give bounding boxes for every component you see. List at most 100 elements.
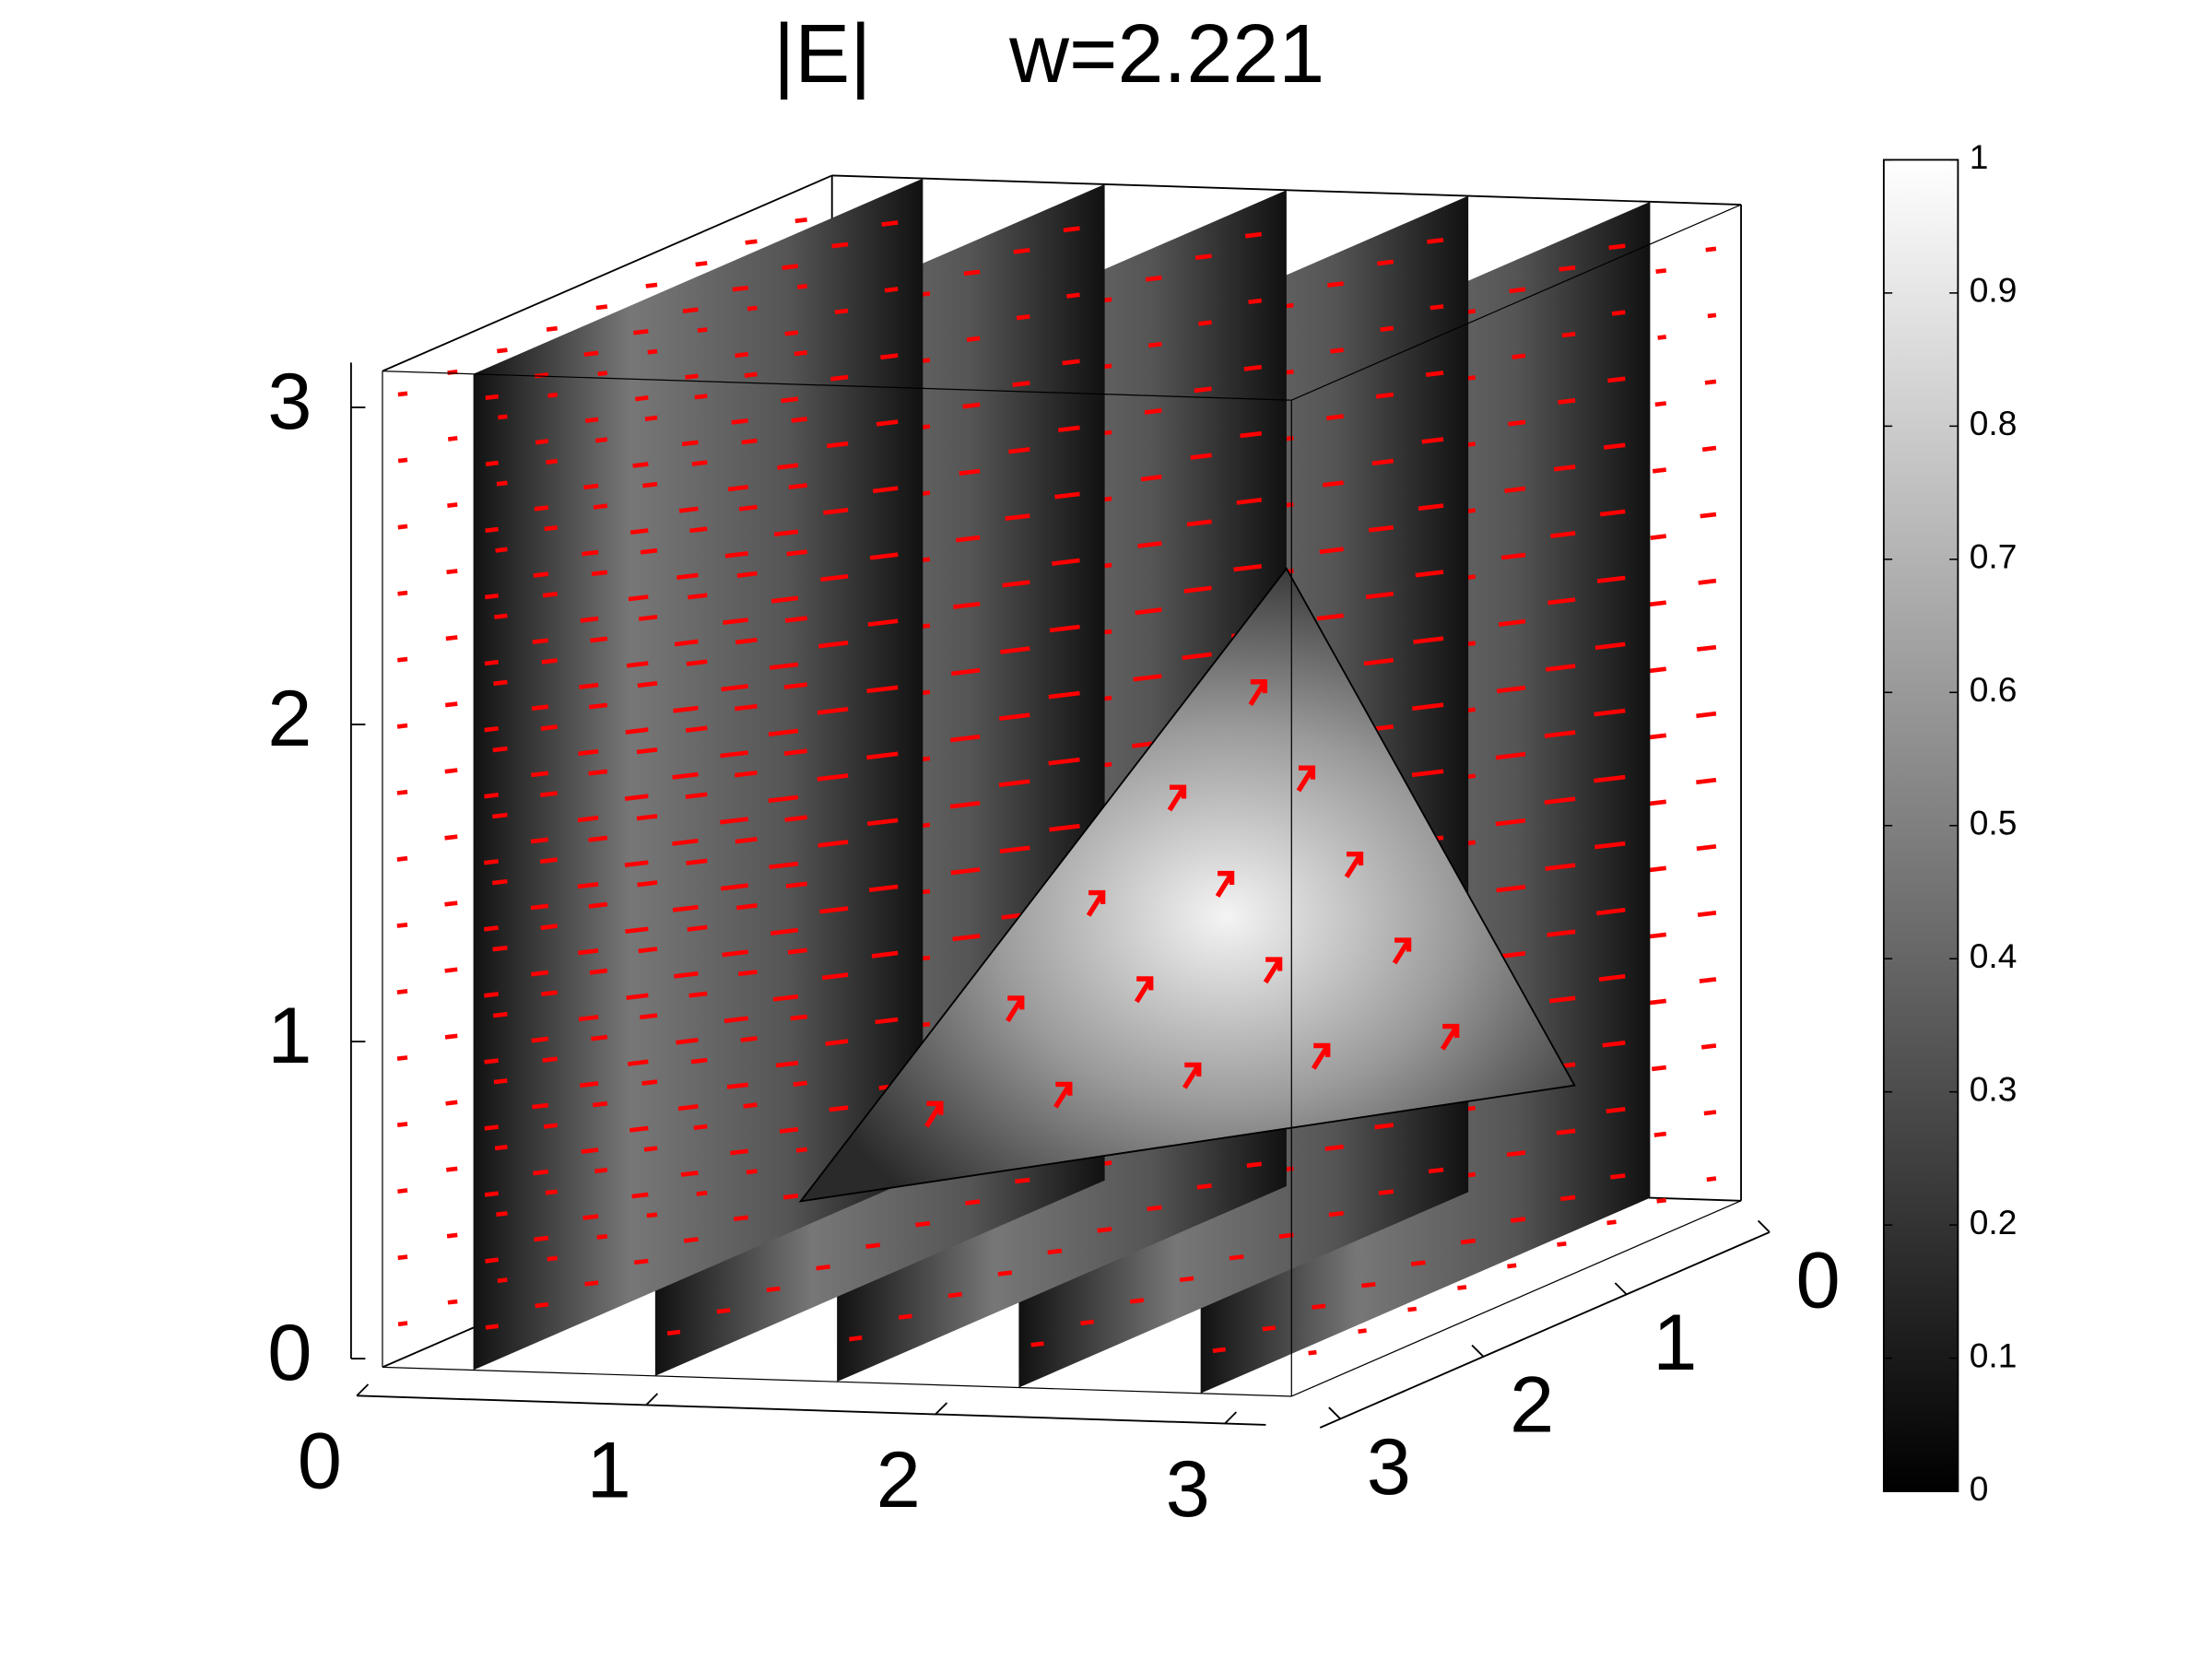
field-arrow [782, 264, 799, 270]
field-arrow [588, 835, 608, 842]
field-arrow [781, 396, 799, 404]
field-arrow [866, 818, 899, 827]
field-arrow [1596, 575, 1626, 583]
field-arrow [636, 814, 658, 821]
field-arrow [1328, 1210, 1344, 1218]
field-arrow [1319, 547, 1344, 555]
field-arrow [1558, 398, 1576, 405]
field-arrow [720, 817, 748, 825]
field-arrow [1167, 784, 1187, 812]
field-arrow [816, 1265, 830, 1271]
field-arrow [1361, 1281, 1376, 1288]
field-arrow [1421, 437, 1444, 444]
field-arrow [581, 1147, 599, 1154]
field-arrow [953, 601, 981, 609]
field-arrow [688, 593, 708, 600]
field-arrow [818, 640, 849, 649]
field-arrow [1052, 558, 1080, 566]
field-arrow [582, 549, 599, 557]
field-arrow [1703, 1110, 1717, 1116]
field-arrow [872, 486, 899, 494]
field-arrow [735, 637, 758, 645]
y-tick [1328, 1406, 1341, 1420]
field-arrow [673, 705, 699, 713]
field-arrow [735, 903, 758, 911]
field-arrow [1646, 865, 1667, 873]
field-arrow [530, 970, 549, 977]
field-arrow [1557, 1241, 1567, 1247]
field-arrow [1599, 509, 1626, 517]
field-arrow [796, 284, 807, 289]
field-arrow [584, 417, 599, 423]
y-axis-line [1319, 1231, 1771, 1429]
box-edge [1291, 1200, 1742, 1397]
x-axis-line [357, 1394, 1266, 1426]
field-arrow [768, 728, 799, 737]
field-arrow [1363, 657, 1394, 666]
field-arrow [784, 330, 799, 336]
field-arrow [578, 1015, 599, 1022]
field-arrow [817, 773, 849, 782]
field-arrow [644, 415, 658, 421]
field-arrow [484, 725, 499, 733]
field-arrow [534, 1235, 549, 1242]
field-arrow [396, 789, 408, 795]
field-arrow [1371, 458, 1394, 466]
field-arrow [1048, 690, 1080, 700]
field-arrow [1330, 347, 1344, 354]
field-arrow [1002, 580, 1030, 588]
field-arrow [949, 800, 981, 809]
field-arrow [547, 392, 558, 398]
field-arrow [947, 1291, 962, 1299]
field-arrow [1508, 419, 1526, 427]
field-arrow [545, 1189, 558, 1195]
field-arrow [492, 812, 508, 819]
field-arrow [672, 904, 699, 912]
field-arrow [1054, 491, 1080, 500]
field-arrow [734, 770, 758, 778]
field-arrow [1133, 674, 1162, 682]
field-arrow [830, 374, 849, 382]
field-arrow [716, 1308, 731, 1314]
field-arrow [595, 304, 608, 311]
field-arrow [1559, 1194, 1576, 1202]
field-arrow [1374, 1123, 1394, 1130]
field-arrow [591, 1034, 608, 1041]
field-arrow [1651, 1065, 1667, 1072]
field-arrow [1129, 1298, 1145, 1304]
field-arrow [445, 635, 458, 641]
field-arrow [1655, 268, 1667, 275]
field-arrow [484, 859, 499, 865]
field-arrow [1547, 597, 1576, 606]
field-arrow [496, 1211, 508, 1218]
field-arrow [1611, 310, 1626, 316]
field-arrow [680, 1171, 699, 1177]
field-arrow [485, 394, 499, 400]
field-arrow [697, 327, 708, 334]
field-arrow [631, 1192, 649, 1199]
field-arrow [1145, 275, 1162, 282]
field-arrow [1407, 1306, 1418, 1312]
field-arrow [744, 371, 758, 378]
field-arrow [952, 934, 981, 942]
field-arrow [793, 1080, 807, 1088]
field-arrow [875, 1017, 899, 1025]
field-arrow [666, 1329, 681, 1336]
field-arrow [396, 989, 408, 994]
field-arrow [1654, 401, 1667, 407]
field-arrow [735, 351, 748, 359]
field-arrow [785, 881, 807, 888]
field-arrow [746, 1169, 758, 1175]
field-arrow [1005, 513, 1030, 522]
field-arrow [1308, 1349, 1317, 1356]
field-arrow [1377, 259, 1394, 266]
field-arrow [1608, 243, 1626, 251]
field-arrow [817, 707, 849, 715]
field-arrow [672, 771, 699, 780]
field-arrow [397, 1254, 408, 1261]
field-arrow [584, 1280, 599, 1287]
field-arrow [636, 747, 658, 755]
field-arrow [1005, 995, 1025, 1023]
field-arrow [1652, 467, 1667, 474]
field-arrow [766, 1286, 781, 1292]
